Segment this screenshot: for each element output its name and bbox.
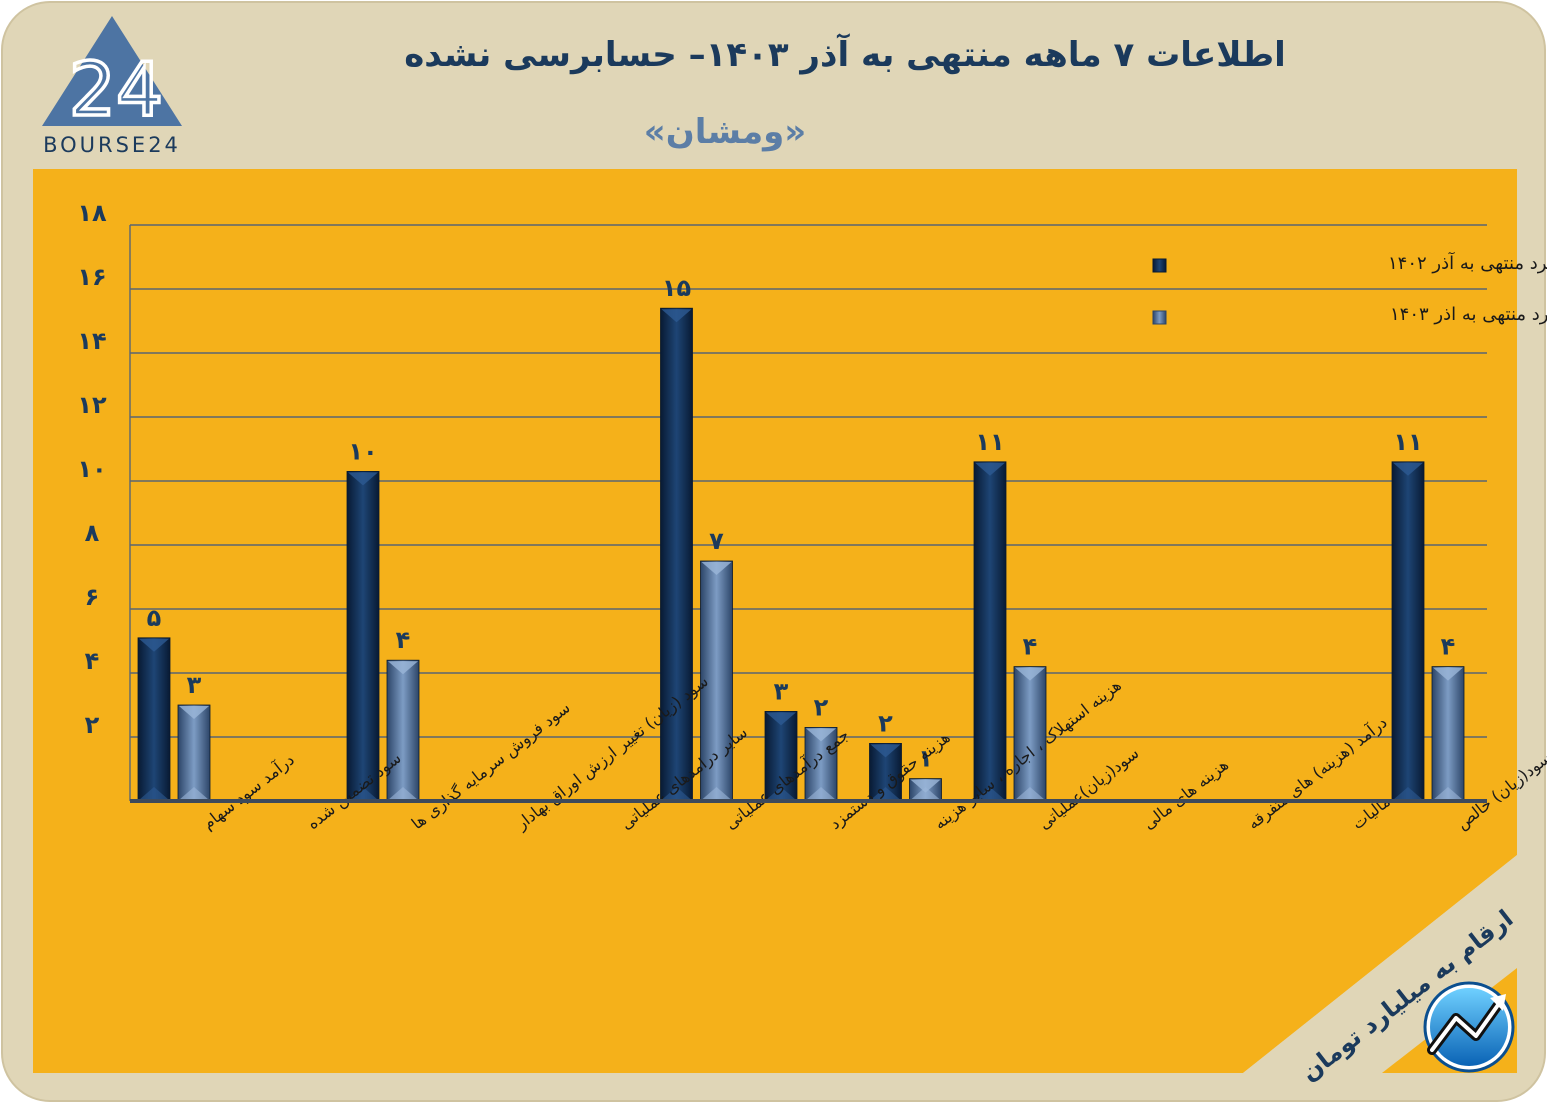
y-tick-label: ۱۶: [77, 263, 106, 291]
bar-1402: [660, 307, 693, 802]
bar-value-label: ۴: [396, 626, 411, 654]
bar-1403-cap: [179, 706, 209, 719]
y-tick-label: ۶: [85, 583, 100, 611]
bar-1403-cap: [388, 661, 418, 675]
bar-value-label: ۱۱: [975, 428, 1004, 456]
bar-1403-cap: [1015, 667, 1045, 681]
legend-swatch-1402: [1152, 258, 1167, 273]
bar-value-label: ۱۵: [662, 274, 691, 302]
bar-1402: [764, 711, 798, 802]
bar-1403-base: [701, 787, 732, 800]
y-axis-ticks: ۲ ۴ ۶ ۸ ۱۰ ۱۲ ۱۴ ۱۶ ۱۸: [77, 199, 107, 739]
bar-value-label: ۴: [1023, 633, 1038, 661]
bar-1403-base: [1433, 787, 1463, 800]
page-title: اطلاعات ۷ ماهه منتهی به آذر ۱۴۰۳– حسابرس…: [404, 33, 1286, 75]
bar-1403-cap: [806, 728, 836, 742]
bar-value-label: ۲: [814, 693, 829, 721]
bar-1403-base: [910, 787, 941, 800]
bar-1402-base: [766, 787, 796, 800]
legend-label-1403: عملکرد منتهی به اذر ۱۴۰۳: [1390, 304, 1547, 325]
bourse24-logo: 24 BOURSE24: [42, 16, 182, 157]
bar-1403: [1431, 666, 1465, 802]
y-tick-label: ۸: [85, 519, 100, 547]
legend-label-1402: عملکرد منتهی به آذر ۱۴۰۲: [1388, 251, 1547, 274]
bar-1402-base: [870, 787, 901, 800]
bar-value-label: ۱: [918, 745, 933, 773]
bar-value-label: ۱۰: [348, 437, 377, 465]
y-tick-label: ۱۲: [77, 391, 107, 419]
badge-arrow-head: [1490, 994, 1506, 1011]
y-tick-label: ۱۴: [77, 327, 106, 355]
bar-1403-base: [388, 787, 418, 800]
bar-1402-cap: [348, 472, 378, 486]
bar-1402-cap: [139, 638, 169, 652]
bar-1403: [177, 704, 211, 802]
bar-value-label: ۳: [774, 677, 789, 705]
bar-1403-base: [806, 787, 836, 800]
logo-digits: 24: [69, 47, 163, 133]
bar-1403-cap: [910, 779, 941, 793]
bar-1402: [1391, 461, 1425, 802]
bar-1403: [386, 659, 420, 802]
bar-value-label: ۳: [187, 671, 202, 699]
bar-1402-cap: [1393, 462, 1423, 476]
bar-value-label: ۱۱: [1393, 428, 1422, 456]
bar-1402-cap: [870, 744, 901, 758]
bar-1403-base: [1015, 787, 1045, 800]
bar-1402-base: [1393, 787, 1423, 800]
bar-1402-cap: [975, 462, 1005, 476]
badge-trend-highlight: [1430, 1003, 1500, 1052]
bar-1403-base: [179, 787, 209, 800]
company-name: «ومشان»: [644, 112, 807, 152]
bars: [137, 307, 1465, 802]
bar-value-label: ۲: [878, 709, 893, 737]
logo-text: BOURSE24: [43, 133, 181, 157]
bar-1402: [346, 470, 380, 802]
legend: عملکرد منتهی به آذر ۱۴۰۲ عملکرد منتهی به…: [1152, 251, 1547, 325]
bar-1403: [700, 560, 733, 802]
panel-fill: [33, 169, 1517, 1073]
bar-value-label: ۵: [147, 604, 162, 632]
bar-1402-base: [139, 787, 169, 800]
chart-panel: [33, 169, 1517, 1073]
y-tick-label: ۱۰: [77, 455, 106, 483]
bar-1402: [137, 637, 171, 802]
y-tick-label: ۴: [85, 647, 100, 675]
bar-1403-cap: [1433, 667, 1463, 681]
bar-1402-base: [975, 787, 1005, 800]
y-tick-label: ۱۸: [77, 199, 107, 227]
bar-1402-base: [661, 787, 692, 800]
logo-triangle: [42, 16, 182, 126]
bar-1403-cap: [701, 562, 732, 575]
legend-swatch-1403: [1152, 310, 1167, 325]
bar-value-label: ۴: [1441, 633, 1456, 661]
bar-1402: [973, 461, 1007, 802]
bar-1402-cap: [661, 309, 692, 323]
trend-arrow-icon: [1423, 981, 1515, 1073]
bar-value-label: ۷: [709, 527, 724, 555]
bar-1402-base: [348, 787, 378, 800]
y-tick-label: ۲: [85, 711, 100, 739]
bar-1402-cap: [766, 712, 796, 726]
